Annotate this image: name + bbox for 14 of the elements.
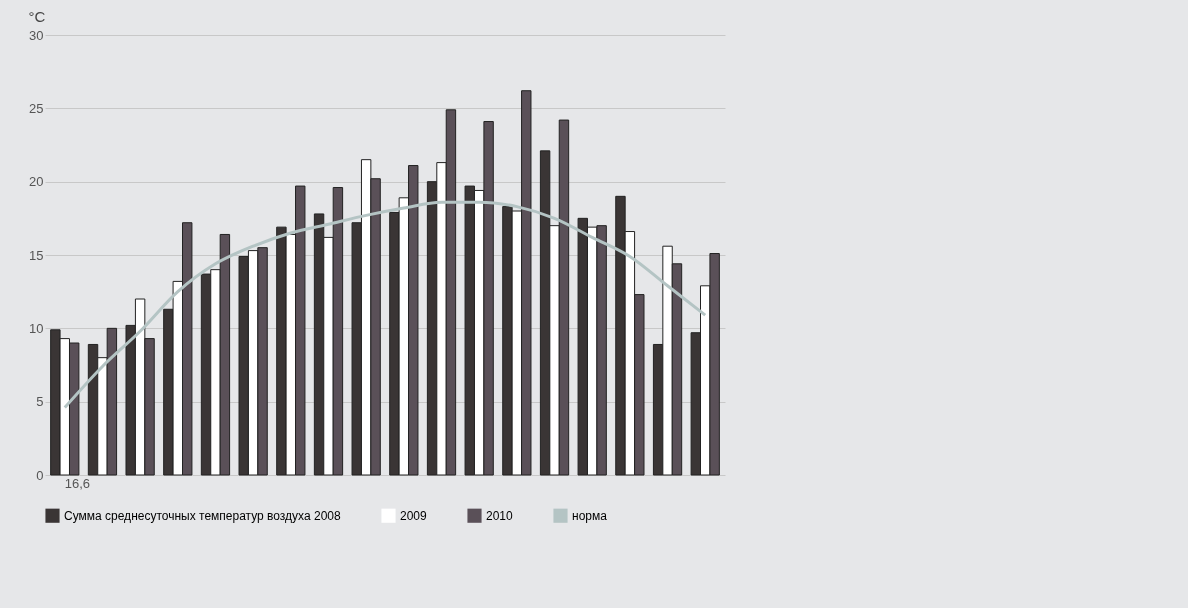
y-tick-label: 15 [29,247,44,263]
y-tick-label: 0 [36,467,44,483]
y-tick-label: 30 [29,27,44,43]
y-tick-label: 5 [36,394,44,410]
y-tick-label: 10 [29,320,44,336]
y-tick-label: 20 [29,174,44,190]
legend-label: норма [572,508,608,523]
x-tick-label: 16,6 [64,475,91,491]
legend-label: 2009 [400,508,428,523]
legend-label: Сумма среднесуточных температур воздуха 2008 [64,508,341,523]
legend-label: 2010 [486,508,514,523]
line-series [63,200,707,410]
y-axis-title: °C [28,8,46,25]
y-tick-label: 25 [29,100,44,116]
